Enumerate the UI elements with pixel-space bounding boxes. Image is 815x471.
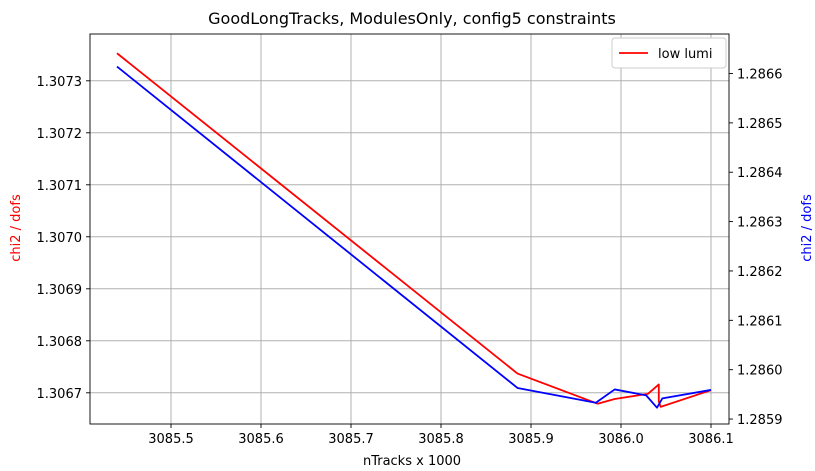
series-line-series-1 [116,65,712,409]
y-left-tick-label: 1.3071 [37,179,83,194]
y-right-tick-label: 1.2866 [737,67,783,82]
y-left-tick-label: 1.3069 [37,283,83,298]
series-layer [116,52,712,409]
legend-box [611,37,727,69]
y-axis-left-label: chi2 / dofs [9,194,24,262]
x-tick-label: 3086.0 [598,432,644,447]
y-right-tick-label: 1.2861 [737,314,783,329]
y-left-tick-label: 1.3070 [37,231,83,246]
y-axis-right-ticks: 1.2859 1.2860 1.2861 1.2862 1.2863 1.2864 1.28… [729,67,783,428]
y-right-tick-label: 1.2864 [737,166,783,181]
y-axis-right-label: chi2 / dofs [800,194,815,262]
x-tick-label: 3085.5 [148,432,194,447]
x-tick-label: 3085.9 [508,432,554,447]
plot-area-frame [89,33,730,425]
y-right-tick-label: 1.2862 [737,265,783,280]
x-axis-label: nTracks x 1000 [363,454,461,469]
legend: low lumi [611,37,727,69]
legend-label-low-lumi: low lumi [658,47,712,62]
y-right-tick-label: 1.2865 [737,117,783,132]
series-line-low-lumi [116,52,712,408]
y-left-tick-label: 1.3067 [37,387,83,402]
y-right-tick-label: 1.2863 [737,216,783,231]
x-tick-label: 3085.6 [238,432,284,447]
x-tick-label: 3086.1 [688,432,734,447]
y-right-tick-label: 1.2860 [737,364,783,379]
y-axis-left-ticks: 1.3067 1.3068 1.3069 1.3070 1.3071 1.3072 1.30… [37,75,90,402]
y-left-tick-label: 1.3073 [37,75,83,90]
y-right-tick-label: 1.2859 [737,413,783,428]
x-tick-label: 3085.8 [418,432,464,447]
y-left-tick-label: 1.3068 [37,335,83,350]
grid [90,34,729,424]
x-tick-label: 3085.7 [328,432,374,447]
y-left-tick-label: 1.3072 [37,127,83,142]
chart-title: GoodLongTracks, ModulesOnly, config5 con… [208,9,616,28]
x-axis-ticks: 3085.5 3085.6 3085.7 3085.8 3085.9 3086.0 3086… [148,424,734,447]
